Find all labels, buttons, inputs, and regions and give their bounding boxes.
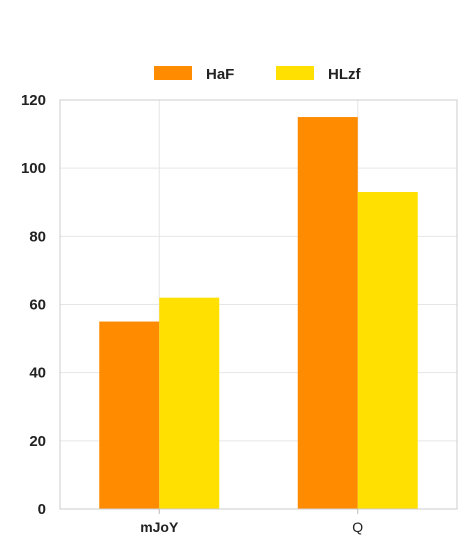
bar-HaF-Q bbox=[297, 117, 358, 510]
legend-label-HaF: HaF bbox=[206, 66, 234, 83]
y-tick-label: 60 bbox=[29, 297, 46, 314]
bar-HLzf-Q bbox=[357, 192, 418, 509]
legend-swatch-HLzf bbox=[276, 66, 314, 80]
bar-HLzf-mJoY bbox=[159, 297, 220, 509]
y-tick-label: 80 bbox=[29, 228, 46, 245]
legend: HaF HLzf bbox=[154, 66, 361, 83]
y-tick-label: 120 bbox=[21, 92, 46, 109]
plot-area-frame bbox=[59, 99, 458, 510]
y-tick-label: 40 bbox=[29, 365, 46, 382]
bar-HaF-mJoY bbox=[99, 321, 160, 509]
y-axis-ticks: 0 20 40 60 80 100 120 bbox=[21, 92, 46, 518]
x-tick-label: Q bbox=[352, 519, 363, 535]
y-tick-label: 0 bbox=[38, 501, 46, 518]
legend-label-HLzf: HLzf bbox=[328, 66, 361, 83]
x-axis-ticks: mJoY Q bbox=[140, 509, 363, 535]
y-tick-label: 20 bbox=[29, 433, 46, 450]
y-tick-label: 100 bbox=[21, 160, 46, 177]
legend-swatch-HaF bbox=[154, 66, 192, 80]
bars bbox=[99, 117, 418, 510]
x-tick-label: mJoY bbox=[140, 519, 179, 535]
